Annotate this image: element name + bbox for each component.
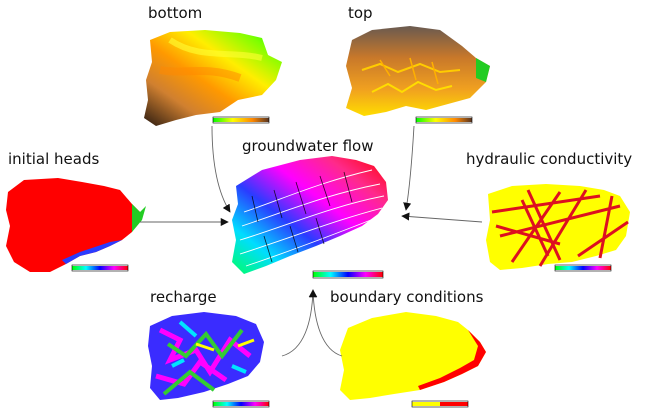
arrow-hydraulic-conductivity-to-flow — [401, 212, 483, 223]
top-map — [346, 26, 490, 116]
top-label: top — [348, 4, 373, 22]
arrow-recharge-to-flow — [281, 289, 317, 357]
arrow-bottom-to-flow — [211, 125, 231, 213]
initial-heads-map — [6, 178, 146, 272]
top-colorbar — [415, 116, 473, 124]
bottom-label: bottom — [148, 4, 203, 22]
boundary-conditions-map — [340, 312, 486, 400]
hydraulic-conductivity-label: hydraulic conductivity — [466, 150, 633, 168]
arrow-boundary-conditions-to-flow — [309, 289, 343, 357]
recharge-label: recharge — [150, 288, 217, 306]
groundwater-flow-colorbar — [312, 270, 384, 279]
recharge-colorbar — [212, 400, 270, 408]
initial-heads-colorbar — [71, 264, 129, 272]
hydraulic-conductivity-map — [486, 184, 630, 270]
initial-heads-label: initial heads — [8, 150, 100, 168]
groundwater-flow-map — [232, 156, 388, 274]
bottom-colorbar — [212, 116, 270, 124]
groundwater-flow-label: groundwater flow — [242, 137, 374, 155]
bottom-map — [144, 30, 282, 126]
recharge-map — [148, 312, 264, 400]
arrows — [140, 125, 483, 357]
boundary-conditions-colorbar — [411, 400, 469, 408]
boundary-conditions-label: boundary conditions — [330, 288, 484, 306]
arrow-top-to-flow — [403, 125, 415, 211]
hydraulic-conductivity-colorbar — [554, 264, 612, 272]
